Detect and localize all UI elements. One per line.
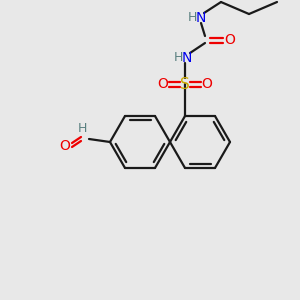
Text: H: H — [77, 122, 87, 134]
Text: S: S — [180, 76, 190, 92]
Text: O: O — [202, 77, 212, 91]
Text: H: H — [187, 11, 197, 23]
Text: N: N — [182, 51, 192, 65]
Text: H: H — [173, 50, 183, 64]
Text: O: O — [225, 33, 236, 47]
Text: O: O — [158, 77, 168, 91]
Text: O: O — [60, 139, 70, 153]
Text: N: N — [196, 11, 206, 25]
